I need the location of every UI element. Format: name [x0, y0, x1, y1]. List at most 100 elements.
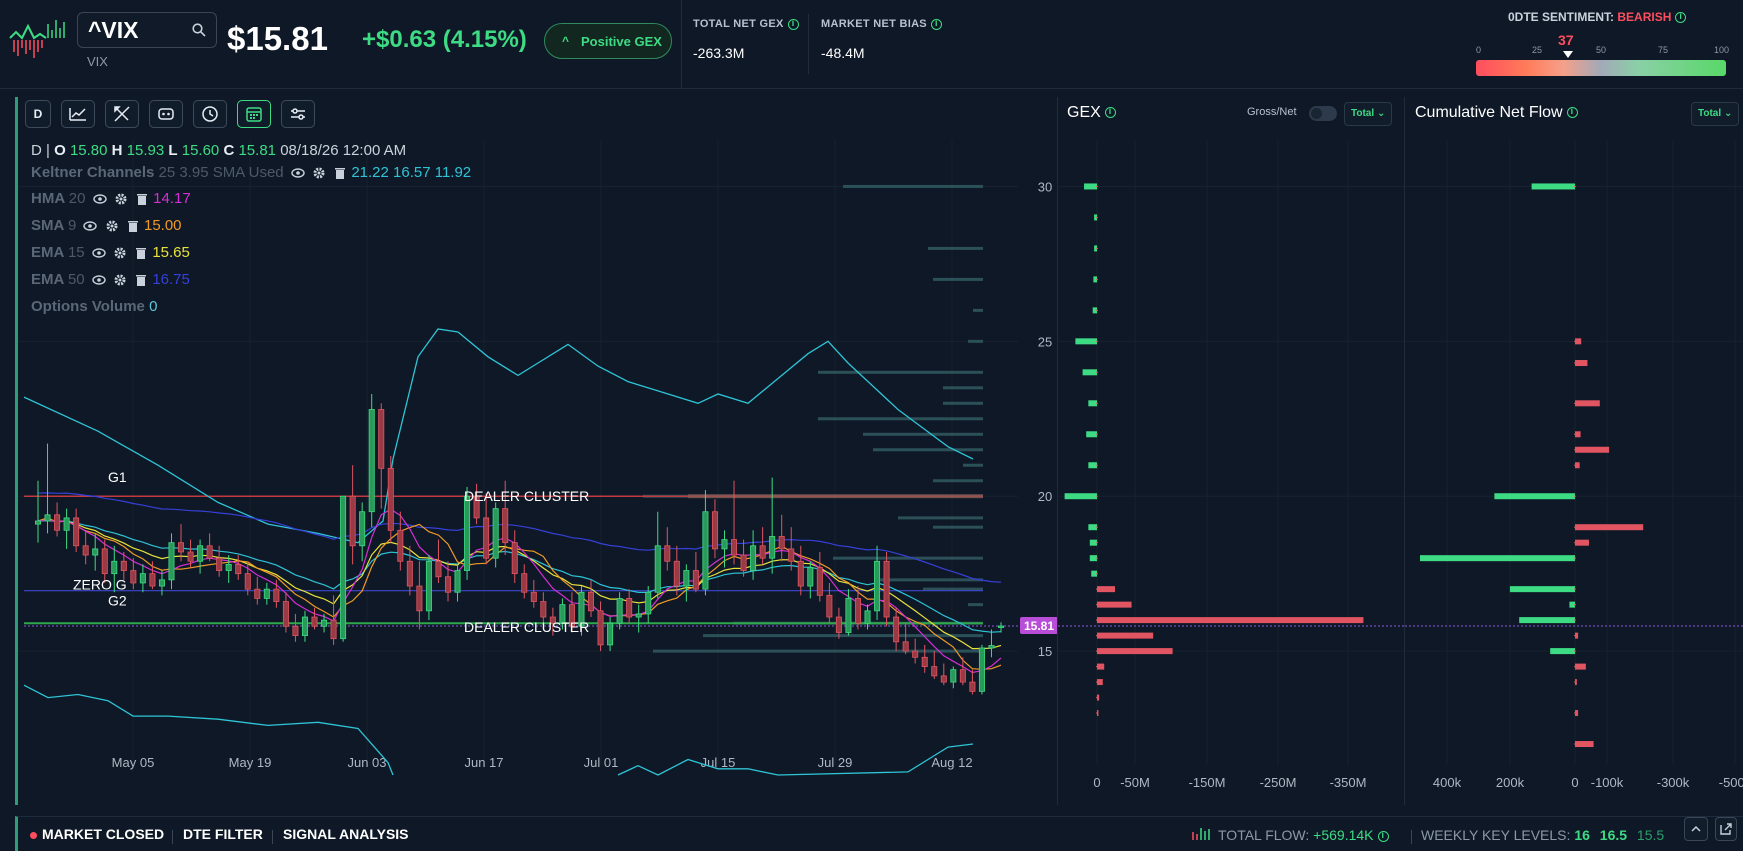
eye-icon[interactable] [92, 192, 107, 206]
status-dot [30, 831, 37, 839]
interval-button[interactable]: D [25, 100, 51, 128]
info-icon[interactable] [1377, 830, 1389, 842]
candle-body [883, 560, 890, 618]
cnf-total-select[interactable]: Total ⌄ [1691, 102, 1740, 126]
gross-net-label: Gross/Net [1247, 106, 1297, 118]
popout-button[interactable] [1715, 817, 1737, 841]
collapse-button[interactable] [1684, 817, 1708, 841]
indicator-params: 9 [67, 217, 77, 234]
candle [893, 607, 900, 652]
positive-gex-button[interactable]: ^ Positive GEX [544, 23, 672, 59]
candle [521, 564, 528, 599]
candle [816, 551, 823, 602]
dte-filter-button[interactable]: DTE FILTER [183, 826, 263, 842]
candle-body [158, 579, 165, 587]
trash-icon[interactable] [135, 192, 149, 206]
cumulative-net-flow-chart[interactable]: 400k 200k 0 -100k -300k -500k [1405, 140, 1743, 800]
candle-body [54, 514, 61, 531]
key-level: 16.5 [1599, 827, 1628, 843]
indicator-keltner[interactable]: Keltner Channels 25 3.95 SMA Used 21.22 … [31, 164, 471, 181]
candle [311, 607, 318, 630]
candle-body [750, 545, 757, 571]
indicator-sma[interactable]: SMA 9 15.00 [31, 217, 182, 234]
eye-icon[interactable] [83, 219, 98, 233]
candle-body [807, 567, 814, 587]
flow-bar [1575, 462, 1580, 469]
last-price-tag [1020, 617, 1058, 635]
indicator-ema-15[interactable]: EMA 15 15.65 [31, 244, 190, 261]
gross-net-toggle[interactable] [1309, 106, 1337, 121]
price-chart[interactable]: May 05 May 19 Jun 03 Jun 17 Jul 01 Jul 15 Jul … [18, 140, 1058, 785]
candle-body [511, 542, 518, 575]
eye-icon[interactable] [92, 273, 106, 287]
chevron-up-icon: ^ [562, 34, 570, 48]
ticker-search-input[interactable]: ^VIX [77, 12, 217, 48]
candle-body [101, 548, 108, 575]
calendar-button[interactable] [237, 100, 271, 128]
replay-button[interactable] [193, 100, 227, 128]
price-change: +$0.63 (4.15%) [362, 26, 527, 53]
gear-icon[interactable] [113, 273, 127, 287]
chart-settings-button[interactable] [281, 100, 315, 128]
candle-body [702, 511, 709, 590]
info-icon[interactable] [930, 18, 942, 30]
candle-body [645, 591, 652, 615]
flow-bar [1575, 710, 1579, 717]
info-icon[interactable] [1104, 106, 1116, 119]
options-volume-bar [703, 634, 983, 638]
flow-bar [1088, 400, 1097, 407]
indicators-button[interactable] [149, 100, 183, 128]
flow-bar [1575, 431, 1581, 438]
indicator-values: 16.75 [152, 271, 190, 288]
gex-chart[interactable]: 0 -50M -150M -250M -350M [1058, 140, 1404, 800]
candle [330, 595, 337, 645]
x-tick-label: May 19 [229, 755, 272, 770]
candle [206, 533, 213, 562]
flow-bar [1531, 183, 1575, 190]
info-icon[interactable] [1675, 11, 1687, 24]
candle [874, 545, 881, 621]
eye-icon[interactable] [92, 246, 106, 260]
candle [82, 530, 89, 565]
flow-bar [1575, 539, 1589, 546]
gear-icon[interactable] [113, 246, 127, 260]
trash-icon[interactable] [134, 273, 148, 287]
candle-body [44, 514, 51, 522]
signal-analysis-button[interactable]: SIGNAL ANALYSIS [283, 826, 409, 842]
candle [645, 586, 652, 624]
gex-total-select[interactable]: Total ⌄ [1344, 102, 1393, 126]
drawing-tools-button[interactable] [105, 100, 139, 128]
chart-type-button[interactable] [61, 100, 95, 128]
options-volume-bar [963, 463, 983, 467]
info-icon[interactable] [1566, 106, 1578, 119]
candle [826, 582, 833, 624]
candle [301, 610, 308, 642]
trash-icon[interactable] [333, 166, 347, 180]
ema-50-line [37, 492, 1002, 583]
options-volume-bar [933, 277, 983, 281]
candle [559, 598, 566, 630]
x-tick-label: -500k [1719, 775, 1743, 790]
trash-icon[interactable] [126, 219, 140, 233]
gear-icon[interactable] [312, 166, 326, 180]
candle [216, 545, 223, 577]
indicator-ema-50[interactable]: EMA 50 16.75 [31, 271, 190, 288]
search-icon[interactable] [192, 23, 206, 37]
indicator-hma[interactable]: HMA 20 14.17 [31, 190, 191, 207]
gear-icon[interactable] [105, 219, 119, 233]
dealer-cluster-upper-zone [688, 494, 983, 499]
flow-bar [1091, 570, 1097, 577]
candle-body [225, 563, 232, 571]
indicator-options-volume[interactable]: Options Volume 0 [31, 298, 157, 315]
g1-label: G1 [108, 469, 127, 485]
candle-body [921, 656, 928, 667]
candle-body [35, 520, 41, 525]
candle-body [444, 576, 451, 593]
gear-icon[interactable] [114, 192, 128, 206]
trash-icon[interactable] [134, 246, 148, 260]
eye-icon[interactable] [291, 166, 305, 180]
candle-body [473, 495, 480, 519]
candle [597, 601, 604, 652]
info-icon[interactable] [787, 18, 799, 30]
market-net-bias-label: MARKET NET BIAS [821, 18, 942, 30]
